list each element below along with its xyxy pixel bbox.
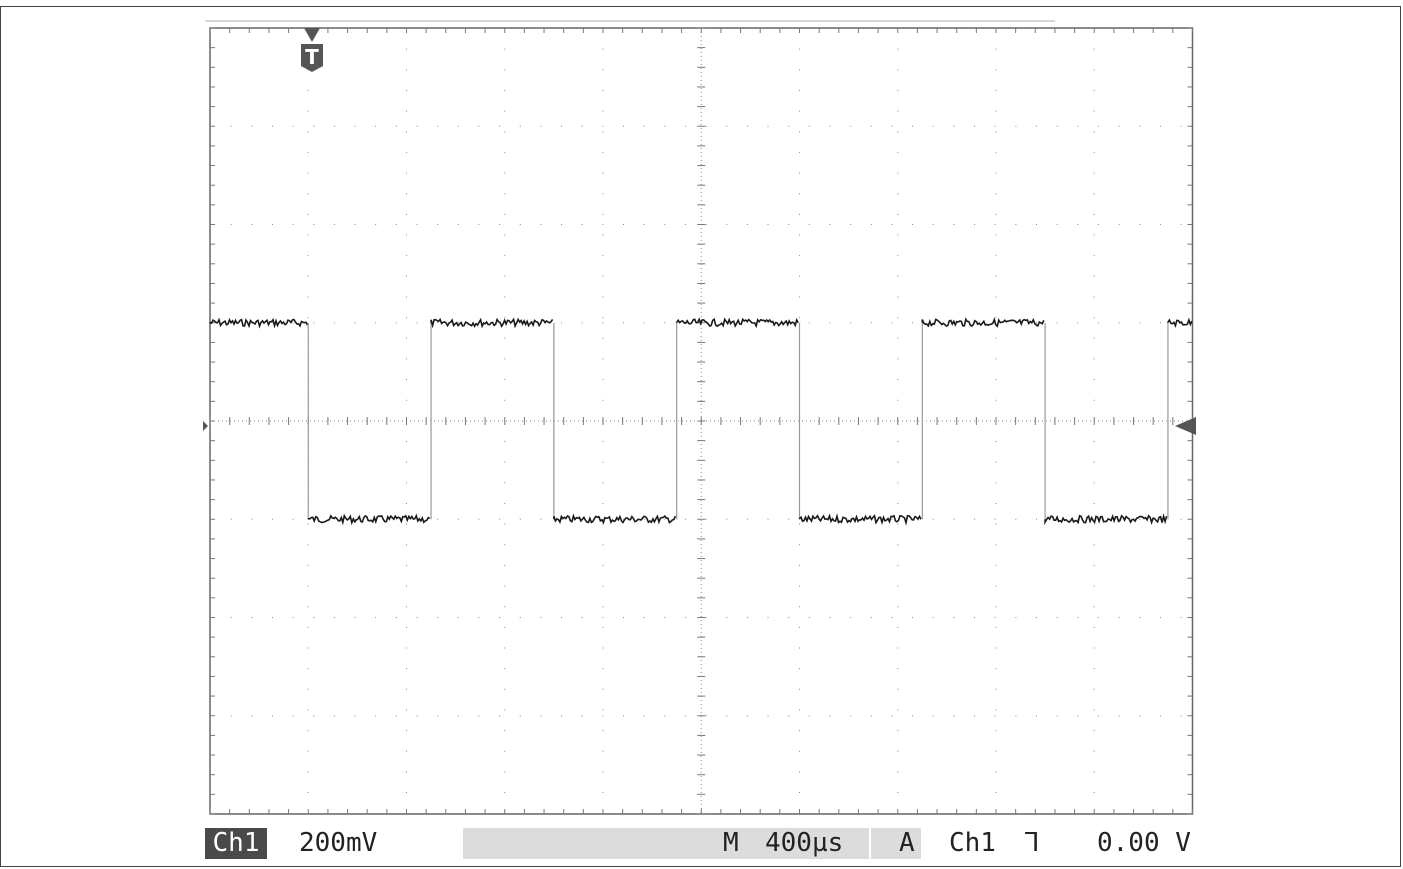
trace-level-segment xyxy=(675,317,799,329)
status-gray-band-2 xyxy=(871,828,921,859)
signal-trace xyxy=(209,317,1193,526)
trace-level-segment xyxy=(921,317,1045,328)
timebase-main-label: M xyxy=(723,828,739,858)
trigger-level-arrow-icon xyxy=(1175,417,1196,435)
trace-level-segment xyxy=(430,317,554,329)
trace-level-segment xyxy=(209,317,309,329)
volts-per-div: 200mV xyxy=(299,828,378,858)
trace-level-segment xyxy=(1044,513,1168,526)
trigger-slope-icon: ⅂ xyxy=(1025,828,1040,858)
trace-level-segment xyxy=(1167,317,1193,329)
oscilloscope-screen: T xyxy=(203,27,1196,815)
trace-level-segment xyxy=(553,513,677,525)
status-bar: Ch1 200mV M 400µs A Ch1 ⅂ 0.00 V xyxy=(205,828,1198,859)
trace-level-segment xyxy=(798,513,922,526)
ground-ref-tick xyxy=(203,421,208,431)
trigger-position-marker: T xyxy=(301,28,323,72)
trigger-marker-badge xyxy=(301,44,323,72)
trace-level-segment xyxy=(307,513,431,526)
channel-badge[interactable]: Ch1 xyxy=(205,828,267,859)
timebase-value: 400µs xyxy=(765,828,844,858)
acq-mode-label: A xyxy=(899,828,915,858)
top-band xyxy=(205,20,1055,22)
status-gray-band xyxy=(463,828,869,859)
trigger-marker-label: T xyxy=(305,45,319,69)
screenshot-frame xyxy=(0,6,1401,867)
trigger-level: 0.00 V xyxy=(1097,828,1191,858)
trigger-marker-pointer xyxy=(304,28,320,42)
trigger-source: Ch1 xyxy=(949,828,996,858)
